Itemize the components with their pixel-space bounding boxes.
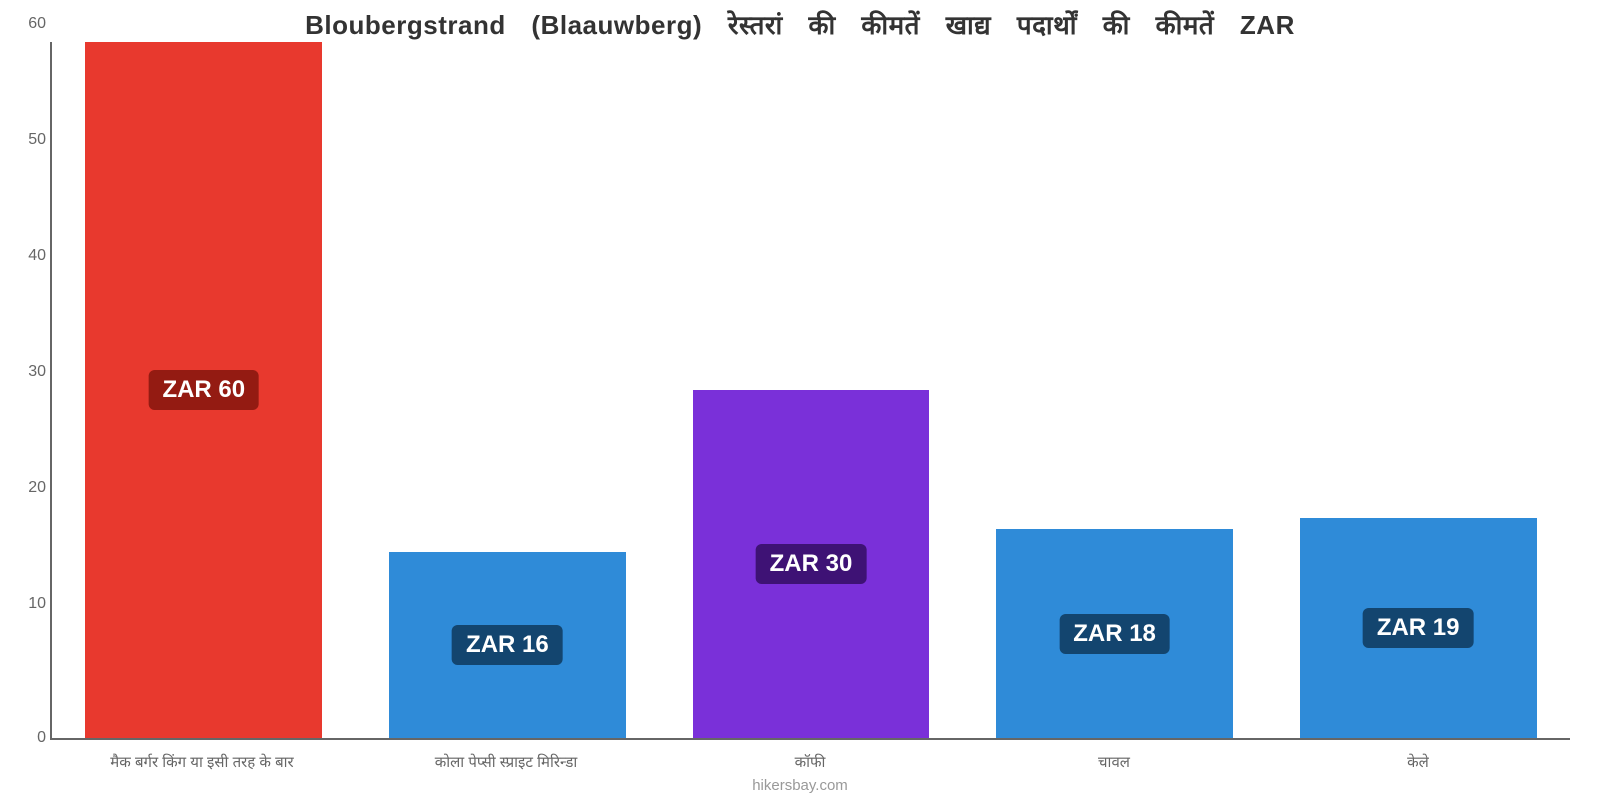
plot-area: 0 10 20 30 40 50 60 ZAR 60 ZAR 16 ZAR 30	[50, 42, 1570, 740]
xlabel-1: कोला पेप्सी स्प्राइट मिरिन्डा	[354, 752, 658, 772]
xlabel-4: केले	[1266, 752, 1570, 772]
xlabel-0: मैक बर्गर किंग या इसी तरह के बार	[50, 752, 354, 772]
bar-rice: ZAR 18	[996, 529, 1233, 738]
bars-container: ZAR 60 ZAR 16 ZAR 30 ZAR 18 ZAR	[52, 42, 1570, 738]
bar-cola: ZAR 16	[389, 552, 626, 738]
ytick-0: 0	[10, 729, 46, 747]
bar-slot-1: ZAR 16	[356, 42, 660, 738]
ytick-30: 30	[10, 363, 46, 381]
x-axis-labels: मैक बर्गर किंग या इसी तरह के बार कोला पे…	[50, 752, 1570, 772]
bar-value-badge: ZAR 16	[452, 625, 563, 665]
bar-slot-0: ZAR 60	[52, 42, 356, 738]
bar-coffee: ZAR 30	[693, 390, 930, 738]
ytick-50: 50	[10, 131, 46, 149]
xlabel-3: चावल	[962, 752, 1266, 772]
chart-title: Bloubergstrand (Blaauwberg) रेस्तरां की …	[0, 6, 1600, 42]
bar-banana: ZAR 19	[1300, 518, 1537, 738]
bar-slot-3: ZAR 18	[963, 42, 1267, 738]
bar-slot-2: ZAR 30	[659, 42, 963, 738]
bar-value-badge: ZAR 19	[1363, 608, 1474, 648]
bar-slot-4: ZAR 19	[1266, 42, 1570, 738]
ytick-20: 20	[10, 479, 46, 497]
bar-value-badge: ZAR 18	[1059, 614, 1170, 654]
bar-burger: ZAR 60	[85, 42, 322, 738]
ytick-10: 10	[10, 595, 46, 613]
bar-value-badge: ZAR 30	[756, 544, 867, 584]
bar-value-badge: ZAR 60	[148, 370, 259, 410]
price-bar-chart: Bloubergstrand (Blaauwberg) रेस्तरां की …	[0, 0, 1600, 800]
attribution-text: hikersbay.com	[0, 777, 1600, 794]
ytick-40: 40	[10, 247, 46, 265]
xlabel-2: कॉफी	[658, 752, 962, 772]
ytick-60: 60	[10, 15, 46, 33]
